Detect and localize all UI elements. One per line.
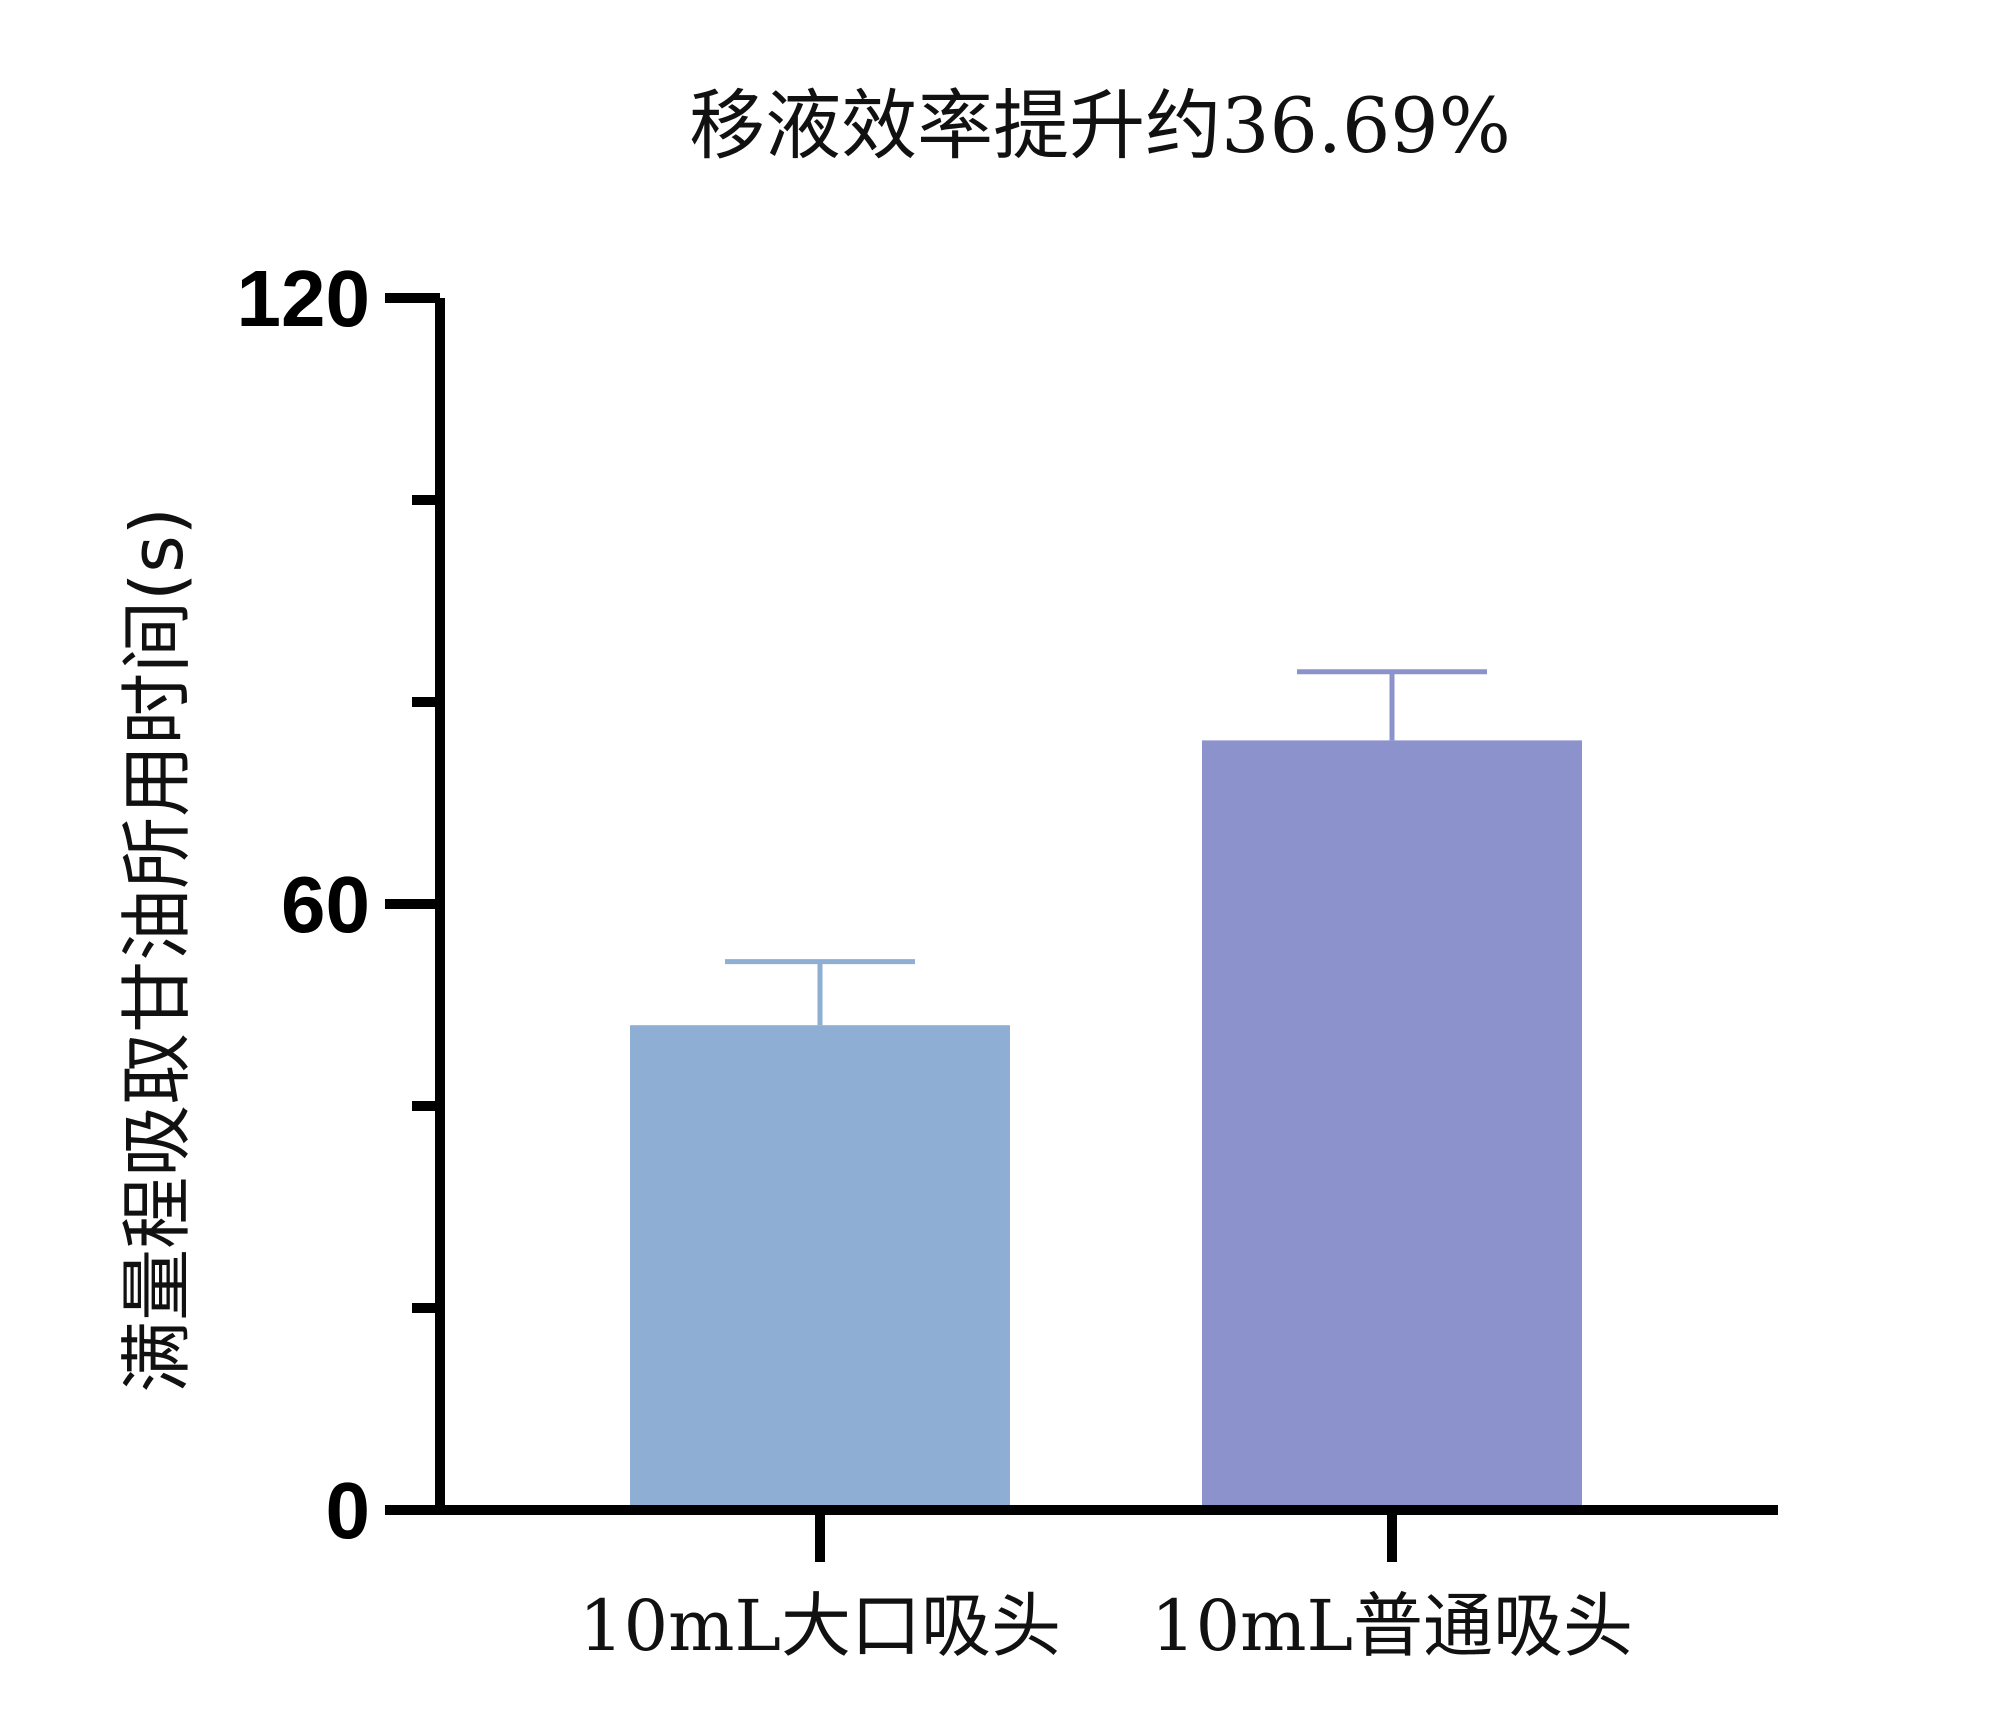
axes-layer: 10mL大口吸头 10mL普通吸头 0 60 120 (237, 254, 1778, 1667)
x-tick-label-1: 10mL大口吸头 (579, 1585, 1061, 1667)
bar-1 (630, 1025, 1010, 1510)
x-tick-label-2: 10mL普通吸头 (1151, 1585, 1633, 1667)
bars-layer (630, 669, 1582, 1510)
bar-2 (1202, 740, 1582, 1510)
y-tick-label-0: 0 (326, 1466, 371, 1555)
y-tick-label-2: 120 (237, 254, 370, 343)
y-axis-label: 满量程吸取甘油所用时间(s) (115, 507, 199, 1393)
chart-title: 移液效率提升约36.69% (689, 81, 1511, 170)
y-tick-label-1: 60 (281, 860, 370, 949)
